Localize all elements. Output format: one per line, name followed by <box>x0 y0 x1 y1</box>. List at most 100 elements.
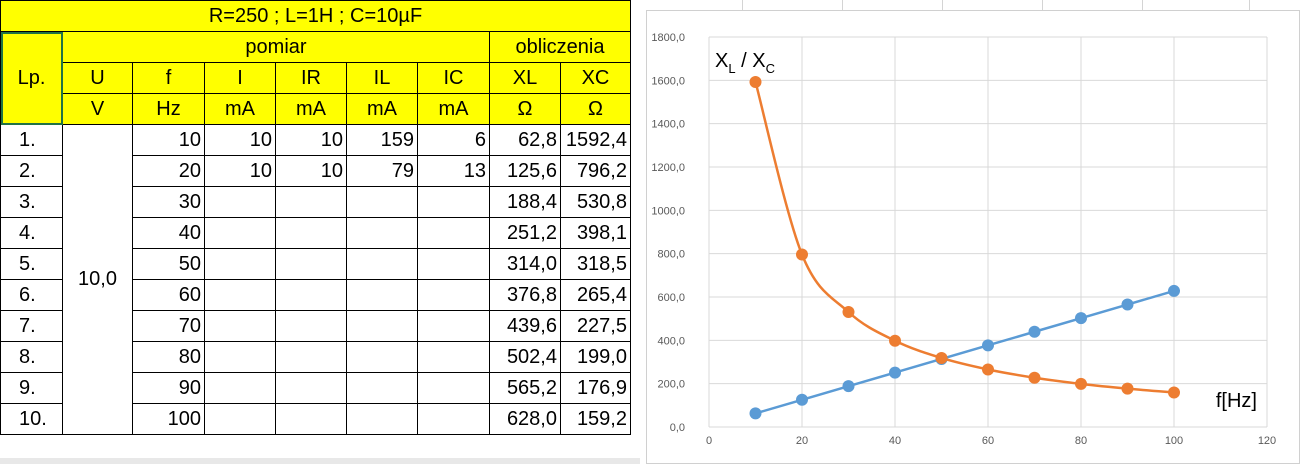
cell-ir[interactable] <box>275 217 347 249</box>
cell-ic[interactable] <box>417 217 490 249</box>
cell-il[interactable]: 159 <box>346 124 418 156</box>
column-header-i[interactable]: I <box>204 62 276 94</box>
cell-i[interactable]: 10 <box>204 124 276 156</box>
cell-xl[interactable]: 62,8 <box>489 124 561 156</box>
table-title[interactable]: R=250 ; L=1H ; C=10µF <box>0 0 631 32</box>
cell-i[interactable] <box>204 217 276 249</box>
cell-f[interactable]: 30 <box>132 186 205 218</box>
column-header-ir[interactable]: IR <box>275 62 347 94</box>
cell-il[interactable]: 79 <box>346 155 418 187</box>
cell-xl[interactable]: 125,6 <box>489 155 561 187</box>
cell-il[interactable] <box>346 279 418 311</box>
cell-ic[interactable]: 13 <box>417 155 490 187</box>
cell-xc[interactable]: 176,9 <box>560 372 631 404</box>
chart[interactable]: 0,0 200,0 400,0 600,0 800,0 1000,0 1200,0 1400,… <box>646 10 1300 464</box>
row-number-cell[interactable]: 6. <box>0 279 63 311</box>
cell-i[interactable] <box>204 279 276 311</box>
row-number-cell[interactable]: 8. <box>0 341 63 373</box>
cell-i[interactable] <box>204 248 276 280</box>
cell-f[interactable]: 40 <box>132 217 205 249</box>
cell-ir[interactable] <box>275 341 347 373</box>
unit-cell[interactable]: mA <box>346 93 418 125</box>
cell-ic[interactable] <box>417 310 490 342</box>
cell-ic[interactable] <box>417 186 490 218</box>
column-header-il[interactable]: IL <box>346 62 418 94</box>
cell-xl[interactable]: 314,0 <box>489 248 561 280</box>
cell-xc[interactable]: 159,2 <box>560 403 631 435</box>
cell-xc[interactable]: 796,2 <box>560 155 631 187</box>
column-header-xc[interactable]: XC <box>560 62 631 94</box>
column-header-f[interactable]: f <box>132 62 205 94</box>
row-number-cell[interactable]: 7. <box>0 310 63 342</box>
cell-f[interactable]: 80 <box>132 341 205 373</box>
cell-ic[interactable] <box>417 279 490 311</box>
cell-il[interactable] <box>346 403 418 435</box>
lp-header[interactable]: Lp. <box>0 31 63 125</box>
cell-ic[interactable]: 6 <box>417 124 490 156</box>
cell-f[interactable]: 50 <box>132 248 205 280</box>
cell-ir[interactable] <box>275 186 347 218</box>
cell-il[interactable] <box>346 310 418 342</box>
cell-xc[interactable]: 398,1 <box>560 217 631 249</box>
cell-ir[interactable] <box>275 248 347 280</box>
cell-il[interactable] <box>346 217 418 249</box>
unit-cell[interactable]: Hz <box>132 93 205 125</box>
group-header-calc[interactable]: obliczenia <box>489 31 631 63</box>
unit-cell[interactable]: Ω <box>489 93 561 125</box>
cell-i[interactable] <box>204 186 276 218</box>
unit-cell[interactable]: mA <box>204 93 276 125</box>
cell-ic[interactable] <box>417 341 490 373</box>
cell-ic[interactable] <box>417 372 490 404</box>
unit-cell[interactable]: V <box>62 93 133 125</box>
cell-f[interactable]: 100 <box>132 403 205 435</box>
cell-xc[interactable]: 530,8 <box>560 186 631 218</box>
cell-f[interactable]: 90 <box>132 372 205 404</box>
cell-xl[interactable]: 251,2 <box>489 217 561 249</box>
row-number-cell[interactable]: 9. <box>0 372 63 404</box>
column-header-u[interactable]: U <box>62 62 133 94</box>
cell-i[interactable] <box>204 310 276 342</box>
cell-xl[interactable]: 439,6 <box>489 310 561 342</box>
unit-cell[interactable]: Ω <box>560 93 631 125</box>
cell-xl[interactable]: 628,0 <box>489 403 561 435</box>
cell-i[interactable] <box>204 372 276 404</box>
cell-xc[interactable]: 1592,4 <box>560 124 631 156</box>
horizontal-scrollbar[interactable] <box>0 458 640 464</box>
cell-xc[interactable]: 199,0 <box>560 341 631 373</box>
cell-il[interactable] <box>346 186 418 218</box>
cell-xl[interactable]: 188,4 <box>489 186 561 218</box>
cell-il[interactable] <box>346 341 418 373</box>
cell-xl[interactable]: 376,8 <box>489 279 561 311</box>
cell-xl[interactable]: 565,2 <box>489 372 561 404</box>
cell-ir[interactable] <box>275 372 347 404</box>
cell-i[interactable]: 10 <box>204 155 276 187</box>
row-number-cell[interactable]: 3. <box>0 186 63 218</box>
unit-cell[interactable]: mA <box>275 93 347 125</box>
cell-ir[interactable] <box>275 403 347 435</box>
cell-ir[interactable]: 10 <box>275 124 347 156</box>
u-value-cell[interactable]: 10,0 <box>62 124 133 435</box>
cell-xc[interactable]: 265,4 <box>560 279 631 311</box>
row-number-cell[interactable]: 4. <box>0 217 63 249</box>
cell-f[interactable]: 20 <box>132 155 205 187</box>
cell-ic[interactable] <box>417 248 490 280</box>
row-number-cell[interactable]: 1. <box>0 124 63 156</box>
column-header-ic[interactable]: IC <box>417 62 490 94</box>
cell-f[interactable]: 60 <box>132 279 205 311</box>
cell-ir[interactable]: 10 <box>275 155 347 187</box>
row-number-cell[interactable]: 5. <box>0 248 63 280</box>
cell-ir[interactable] <box>275 279 347 311</box>
row-number-cell[interactable]: 10. <box>0 403 63 435</box>
unit-cell[interactable]: mA <box>417 93 490 125</box>
cell-ir[interactable] <box>275 310 347 342</box>
group-header-measure[interactable]: pomiar <box>62 31 490 63</box>
cell-xc[interactable]: 227,5 <box>560 310 631 342</box>
cell-ic[interactable] <box>417 403 490 435</box>
column-header-xl[interactable]: XL <box>489 62 561 94</box>
cell-il[interactable] <box>346 372 418 404</box>
cell-xl[interactable]: 502,4 <box>489 341 561 373</box>
cell-i[interactable] <box>204 403 276 435</box>
cell-xc[interactable]: 318,5 <box>560 248 631 280</box>
cell-f[interactable]: 70 <box>132 310 205 342</box>
cell-i[interactable] <box>204 341 276 373</box>
